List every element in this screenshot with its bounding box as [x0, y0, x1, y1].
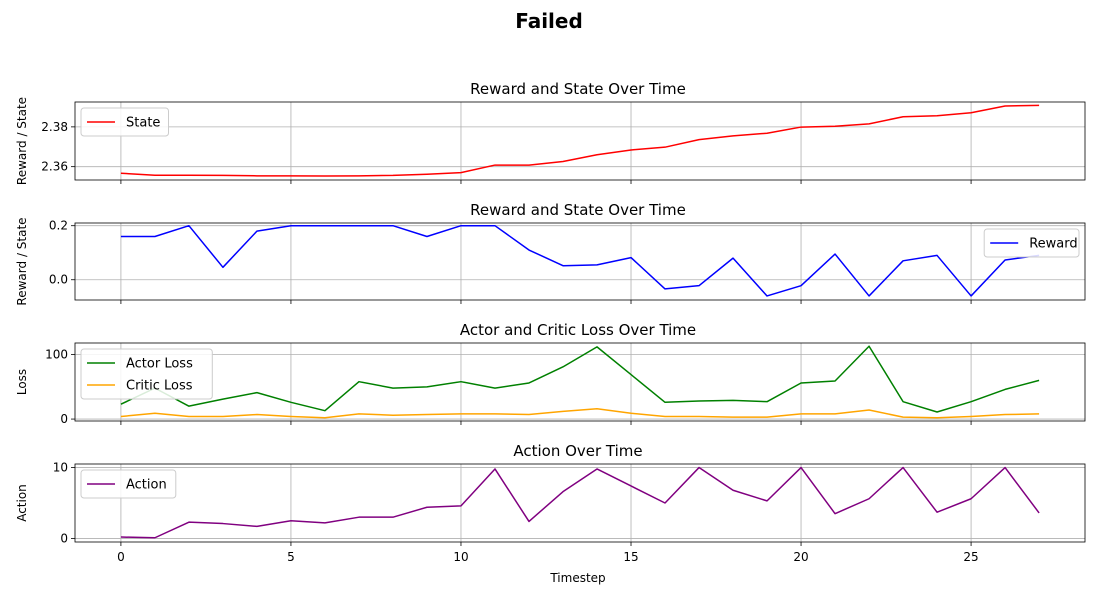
- x-tick-label: 5: [287, 550, 295, 564]
- y-tick-label: 0: [60, 412, 68, 426]
- legend-label: Actor Loss: [126, 357, 193, 372]
- subplot-title: Reward and State Over Time: [470, 201, 686, 219]
- series-line-actor-loss: [120, 345, 1040, 413]
- y-axis-label: Reward / State: [15, 97, 29, 185]
- legend: Actor Loss Critic Loss: [80, 348, 213, 400]
- series-line-reward: [120, 224, 1040, 297]
- series-line-action: [120, 466, 1040, 539]
- axes-frame: [74, 222, 1086, 301]
- axes-frame: [74, 463, 1086, 543]
- legend: State: [80, 107, 169, 137]
- y-tick-label: 10: [53, 461, 68, 475]
- legend-box: [80, 107, 169, 137]
- subplot-2: 0.0 0.2 Reward and State Over Time Reward /…: [15, 201, 1086, 306]
- x-tick-label: 15: [623, 550, 638, 564]
- subplot-title: Action Over Time: [513, 442, 642, 460]
- y-axis-label: Loss: [15, 369, 29, 395]
- subplot-3: 0 100 Actor and Critic Loss Over Time Loss A…: [15, 321, 1086, 426]
- x-tick-label: 0: [117, 550, 125, 564]
- y-tick-label: 0.0: [49, 273, 68, 287]
- subplot-title: Actor and Critic Loss Over Time: [460, 321, 696, 339]
- y-axis-label: Reward / State: [15, 217, 29, 305]
- subplot-title: Reward and State Over Time: [470, 80, 686, 98]
- legend-label: Action: [126, 478, 167, 493]
- y-tick-label: 0.2: [49, 219, 68, 233]
- legend-box: [80, 348, 213, 400]
- x-axis-label: Timestep: [549, 571, 605, 585]
- legend-label: Reward: [1029, 237, 1077, 252]
- x-tick-label: 10: [453, 550, 468, 564]
- figure-suptitle: Failed: [515, 9, 583, 33]
- legend: Reward: [983, 228, 1080, 258]
- series-line-state: [120, 104, 1040, 177]
- y-tick-label: 0: [60, 531, 68, 545]
- legend-box: [80, 469, 177, 499]
- axes-frame: [74, 101, 1086, 181]
- y-tick-label: 100: [45, 348, 68, 362]
- legend-box: [983, 228, 1080, 258]
- y-axis-label: Action: [15, 484, 29, 522]
- legend-label: Critic Loss: [126, 379, 193, 394]
- y-tick-label: 2.36: [41, 160, 68, 174]
- legend: Action: [80, 469, 177, 499]
- legend-label: State: [126, 116, 160, 131]
- axes-frame: [74, 342, 1086, 422]
- x-tick-label: 25: [963, 550, 978, 564]
- subplot-4: 0 5 10 15 20 25 0 10 Action Over Time Action Times…: [15, 442, 1086, 585]
- subplot-1: 2.36 2.38 Reward and State Over Time Reward…: [15, 80, 1086, 185]
- x-tick-label: 20: [793, 550, 808, 564]
- series-line-critic-loss: [120, 408, 1040, 419]
- y-tick-label: 2.38: [41, 120, 68, 134]
